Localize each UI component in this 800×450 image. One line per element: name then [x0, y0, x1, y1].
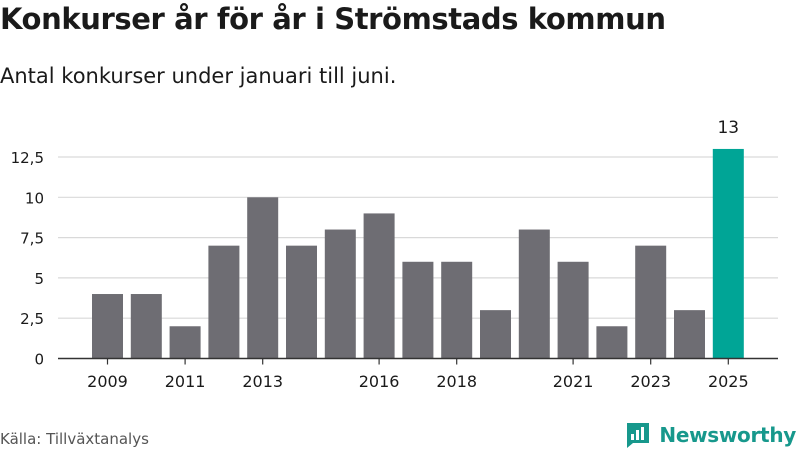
bar-2025: [712, 148, 744, 359]
y-tick-label: 10: [25, 189, 44, 207]
x-tick-label: 2025: [708, 372, 749, 391]
bar-chart-logo-icon: [627, 423, 650, 448]
y-tick-label: 0: [34, 351, 44, 369]
data-label: 13: [717, 118, 739, 138]
y-tick-label: 7,5: [20, 230, 44, 248]
bar-2012: [208, 245, 240, 359]
bar-2022: [596, 326, 628, 359]
y-tick-label: 12,5: [11, 149, 44, 167]
bar-2016: [363, 213, 395, 359]
x-tick-label: 2009: [87, 372, 128, 391]
bar-chart: 0 2,5 5 7,5 10 12,5 13 2009 2011 2013 2016 2018 2021…: [11, 118, 778, 391]
x-tick-label: 2011: [165, 372, 206, 391]
brand-name: Newsworthy: [659, 423, 796, 447]
bar-2017: [402, 261, 434, 359]
y-tick-label: 2,5: [20, 310, 44, 328]
bar-2011: [169, 326, 201, 359]
x-tick-label: 2016: [359, 372, 400, 391]
x-tick-label: 2013: [242, 372, 283, 391]
bar-2010: [130, 294, 162, 359]
bar-2019: [480, 310, 511, 359]
bar-2023: [635, 245, 667, 359]
y-tick-label: 5: [34, 270, 44, 288]
bar-2020: [518, 229, 550, 359]
x-tick-label: 2023: [630, 372, 671, 391]
bar-2015: [324, 229, 356, 359]
chart-title: Konkurser år för år i Strömstads kommun: [0, 2, 666, 36]
source-note: Källa: Tillväxtanalys: [0, 430, 149, 448]
bar-2018: [441, 261, 473, 359]
bar-2021: [557, 261, 589, 359]
brand-logo: Newsworthy: [625, 420, 796, 450]
x-tick-label: 2021: [553, 372, 594, 391]
bar-2014: [286, 245, 317, 359]
chart-subtitle: Antal konkurser under januari till juni.: [0, 64, 397, 88]
bar-2013: [247, 197, 279, 359]
bar-2009: [92, 294, 123, 359]
x-tick-label: 2018: [436, 372, 477, 391]
bar-2024: [674, 310, 705, 359]
